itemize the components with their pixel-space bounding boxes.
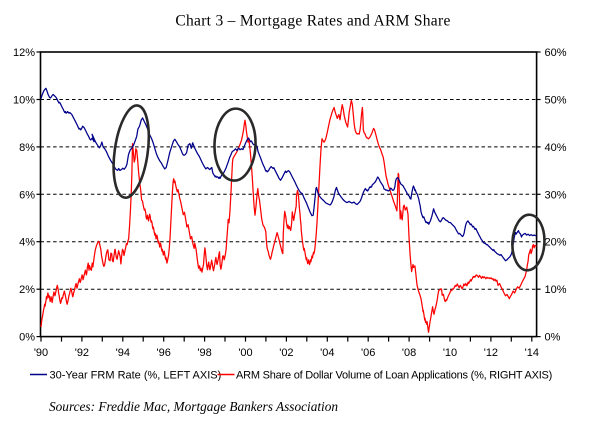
svg-text:'10: '10 [443, 347, 457, 359]
svg-text:'00: '00 [238, 347, 252, 359]
svg-text:0%: 0% [545, 332, 561, 344]
svg-text:'96: '96 [157, 347, 171, 359]
svg-text:30%: 30% [545, 189, 567, 201]
svg-text:40%: 40% [545, 142, 567, 154]
svg-text:Chart 3 – Mortgage Rates and A: Chart 3 – Mortgage Rates and ARM Share [175, 13, 450, 30]
svg-text:4%: 4% [19, 237, 35, 249]
svg-text:12%: 12% [13, 47, 35, 59]
svg-text:'14: '14 [525, 347, 539, 359]
svg-text:0%: 0% [19, 332, 35, 344]
svg-text:'04: '04 [320, 347, 334, 359]
svg-text:2%: 2% [19, 284, 35, 296]
svg-text:'08: '08 [402, 347, 416, 359]
svg-text:6%: 6% [19, 189, 35, 201]
svg-text:Sources: Freddie Mac, Mortgage: Sources: Freddie Mac, Mortgage Bankers A… [49, 399, 338, 414]
svg-text:ARM Share of Dollar Volume of: ARM Share of Dollar Volume of Loan Appli… [236, 370, 552, 382]
svg-text:8%: 8% [19, 142, 35, 154]
svg-text:'06: '06 [361, 347, 375, 359]
svg-text:'98: '98 [197, 347, 211, 359]
svg-text:'90: '90 [34, 347, 48, 359]
svg-text:'94: '94 [116, 347, 130, 359]
svg-text:10%: 10% [13, 95, 35, 107]
svg-text:30-Year FRM Rate (%, LEFT AXIS: 30-Year FRM Rate (%, LEFT AXIS) [50, 370, 222, 382]
svg-text:'02: '02 [279, 347, 293, 359]
svg-text:'92: '92 [75, 347, 89, 359]
svg-text:'12: '12 [484, 347, 498, 359]
svg-text:60%: 60% [545, 47, 567, 59]
svg-text:50%: 50% [545, 95, 567, 107]
svg-text:20%: 20% [545, 237, 567, 249]
svg-text:10%: 10% [545, 284, 567, 296]
